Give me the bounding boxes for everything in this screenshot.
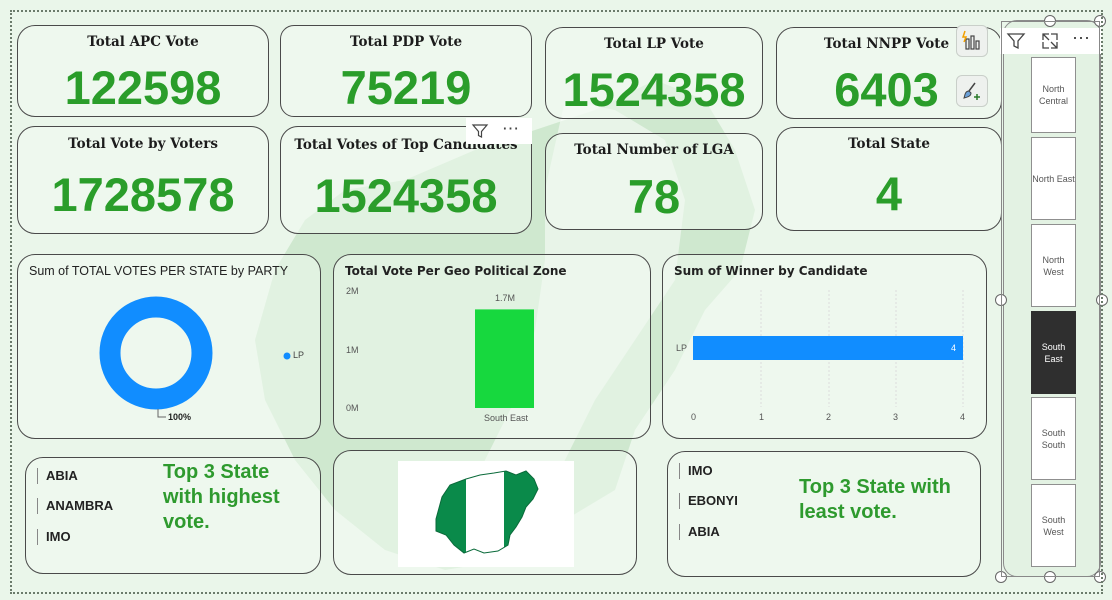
x-tick-label: 3 [893, 412, 899, 422]
legend-label-lp: LP [293, 350, 305, 360]
kpi-value: 1728578 [51, 168, 235, 221]
filter-icon[interactable] [1006, 31, 1026, 51]
kpi-value: 1524358 [314, 169, 498, 222]
kpi-title: Total APC Vote [87, 34, 199, 50]
kpi-title: Total NNPP Vote [823, 36, 950, 52]
y-tick-label: 0M [346, 403, 359, 413]
list-item: IMO [37, 529, 71, 545]
more-options-icon[interactable]: ⋯ [502, 119, 519, 138]
chart-title: Sum of Winner by Candidate [674, 264, 868, 278]
kpi-card-apc[interactable]: Total APC Vote 122598 [17, 25, 269, 117]
format-painter-button[interactable] [956, 75, 988, 107]
chart-title: Total Vote Per Geo Political Zone [345, 264, 567, 278]
kpi-title: Total Number of LGA [574, 142, 734, 158]
kpi-value: 1524358 [562, 63, 746, 116]
resize-handle[interactable] [1044, 571, 1056, 583]
kpi-title: Total Vote by Voters [68, 136, 218, 152]
slicer-item-north-east[interactable]: North East [1031, 137, 1076, 220]
resize-handle[interactable] [1044, 15, 1056, 27]
slicer-item-south-south[interactable]: South South [1031, 397, 1076, 480]
kpi-card-lga[interactable]: Total Number of LGA 78 [545, 133, 763, 230]
kpi-card-pdp[interactable]: Total PDP Vote 75219 [280, 25, 532, 117]
resize-handle[interactable] [1094, 571, 1106, 583]
x-tick-label: 1 [759, 412, 765, 422]
donut-chart [99, 296, 291, 418]
percent-leader-line [157, 409, 166, 418]
smart-narrative-icon [961, 30, 980, 50]
y-tick-label: 1M [346, 345, 359, 355]
visual-header-toolbar: ⋯ [466, 118, 532, 144]
kpi-value: 122598 [64, 61, 222, 114]
kpi-value: 75219 [340, 61, 472, 114]
least-states-card[interactable]: IMO EBONYI ABIA [667, 451, 981, 577]
paint-brush-icon [963, 82, 980, 100]
kpi-value: 6403 [834, 63, 939, 116]
resize-handle[interactable] [995, 571, 1007, 583]
resize-handle[interactable] [995, 294, 1007, 306]
top-states-card[interactable]: ABIA ANAMBRA IMO [25, 457, 321, 574]
kpi-title: Total LP Vote [604, 36, 704, 52]
bar-lp[interactable] [693, 336, 963, 360]
bar-value-label: 4 [951, 343, 957, 353]
x-tick-label: South East [484, 413, 529, 423]
slicer-item-south-east[interactable]: South East [1031, 311, 1076, 394]
zone-bar-plot [475, 309, 534, 408]
list-item: IMO [679, 463, 713, 479]
zone-bar-chart-card[interactable]: Total Vote Per Geo Political Zone 2M 1M … [333, 254, 651, 439]
resize-handle[interactable] [1096, 294, 1108, 306]
legend-marker [283, 352, 291, 360]
more-options-icon[interactable]: ⋯ [1072, 28, 1090, 48]
y-category-label: LP [676, 343, 688, 353]
list-item: EBONYI [679, 493, 738, 509]
kpi-title: Total Votes of Top Candidates [294, 137, 518, 153]
top-states-note: Top 3 State with highest vote. [163, 461, 280, 533]
kpi-card-total-voters[interactable]: Total Vote by Voters 1728578 [17, 126, 269, 234]
winner-bar-plot [693, 290, 964, 407]
focus-mode-icon[interactable] [1040, 31, 1060, 51]
y-tick-label: 2M [346, 286, 359, 296]
kpi-card-lp[interactable]: Total LP Vote 1524358 [545, 27, 763, 119]
x-tick-label: 4 [960, 412, 966, 422]
quick-insights-button[interactable] [956, 25, 988, 57]
bar-south-east[interactable] [475, 309, 534, 408]
kpi-title: Total PDP Vote [349, 34, 463, 50]
kpi-card-top-candidates[interactable]: Total Votes of Top Candidates 1524358 [280, 126, 532, 234]
kpi-value: 78 [627, 170, 681, 223]
kpi-value: 4 [875, 167, 903, 220]
filter-icon[interactable] [471, 122, 489, 140]
kpi-title: Total State [848, 136, 930, 152]
list-item: ABIA [679, 524, 720, 540]
kpi-card-total-state[interactable]: Total State 4 [776, 127, 1002, 231]
percent-label: 100% [168, 412, 192, 422]
bar-data-label: 1.7M [495, 293, 516, 303]
list-item: ANAMBRA [36, 498, 114, 514]
slicer-item-north-central[interactable]: North Central [1031, 57, 1076, 133]
least-states-note: Top 3 State with least vote. [799, 476, 951, 523]
chart-title: Sum of TOTAL VOTES PER STATE by PARTY [29, 264, 289, 278]
nigeria-flag-map [398, 461, 574, 567]
resize-handle[interactable] [1094, 15, 1106, 27]
donut-slice-lp[interactable] [99, 296, 213, 410]
donut-chart-card[interactable]: Sum of TOTAL VOTES PER STATE by PARTY LP… [17, 254, 321, 439]
slicer-item-south-west[interactable]: South West [1031, 484, 1076, 567]
list-item: ABIA [37, 468, 78, 484]
x-tick-label: 2 [826, 412, 832, 422]
slicer-item-north-west[interactable]: North West [1031, 224, 1076, 307]
slicer-header-toolbar: ⋯ [1000, 28, 1102, 54]
map-image-card [333, 450, 637, 575]
geo-zone-slicer[interactable]: North Central North East North West Sout… [1003, 20, 1101, 577]
winner-bar-chart-card[interactable]: Sum of Winner by Candidate LP 4 0 1 2 3 … [662, 254, 987, 439]
x-tick-label: 0 [691, 412, 697, 422]
